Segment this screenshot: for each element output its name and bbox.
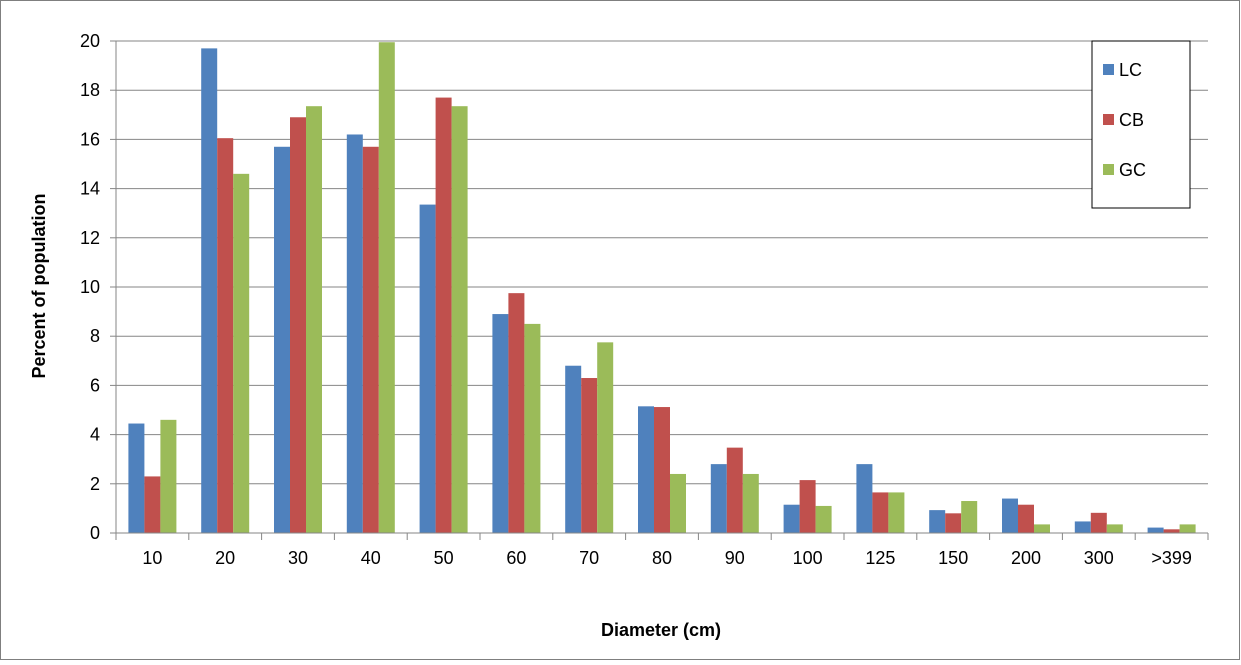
y-tick-label: 20 (80, 31, 100, 51)
bar-gc-60 (524, 323, 541, 533)
y-tick-label: 0 (90, 523, 100, 543)
x-axis-title: Diameter (cm) (601, 620, 721, 640)
y-tick-label: 14 (80, 179, 100, 199)
bar-gc-90 (742, 473, 759, 533)
bar-cb-30 (290, 117, 306, 533)
bar-gc-20 (233, 173, 250, 533)
bar-cb-90 (726, 447, 743, 533)
bar-lc-300 (1074, 521, 1091, 533)
bar-gc-125 (888, 492, 905, 533)
x-tick-label: 10 (142, 548, 162, 568)
x-tick-label: 200 (1011, 548, 1041, 568)
x-tick-label: 60 (506, 548, 526, 568)
bar-gc-300 (1106, 524, 1123, 533)
bar-cb-200 (1018, 504, 1034, 533)
bar-cb-70 (581, 378, 598, 533)
bar-lc-40 (346, 134, 363, 534)
y-tick-label: 6 (90, 375, 100, 395)
x-tick-label: 80 (652, 548, 672, 568)
bar-cb-80 (654, 407, 670, 533)
legend-swatch-lc (1103, 64, 1114, 75)
bar-gc-70 (597, 342, 614, 533)
bar-cb-20 (217, 138, 234, 534)
legend-label-gc: GC (1119, 160, 1146, 180)
legend-swatch-cb (1103, 114, 1114, 125)
x-tick-label: 20 (215, 548, 235, 568)
bar-gc-399 (1179, 524, 1196, 533)
legend: LC CB GC (1091, 40, 1191, 209)
y-tick-label: 4 (90, 425, 100, 445)
bar-lc-399 (1147, 527, 1164, 533)
bar-gc-50 (451, 106, 468, 533)
bar-cb-125 (872, 492, 889, 533)
x-tick-label: 100 (793, 548, 823, 568)
x-tick-label: 90 (725, 548, 745, 568)
bar-cb-40 (362, 146, 379, 533)
bar-lc-90 (710, 464, 727, 533)
bar-lc-100 (783, 504, 800, 533)
y-tick-label: 2 (90, 474, 100, 494)
x-tick-label: 40 (361, 548, 381, 568)
bar-lc-80 (638, 406, 654, 533)
x-tick-label: 30 (288, 548, 308, 568)
bar-gc-80 (670, 473, 686, 533)
bar-gc-10 (160, 419, 177, 533)
bar-lc-150 (929, 510, 946, 533)
y-axis-title: Percent of population (29, 193, 49, 378)
bar-cb-300 (1090, 512, 1107, 533)
bar-lc-200 (1002, 498, 1018, 533)
x-tick-label: 70 (579, 548, 599, 568)
x-tick-label: 150 (938, 548, 968, 568)
y-tick-label: 16 (80, 129, 100, 149)
bar-lc-50 (419, 204, 436, 533)
bar-gc-100 (815, 505, 832, 533)
y-tick-label: 8 (90, 326, 100, 346)
bar-gc-30 (306, 106, 322, 533)
bar-cb-10 (144, 476, 161, 533)
y-tick-label: 12 (80, 228, 100, 248)
bar-cb-60 (508, 293, 525, 533)
bar-lc-10 (128, 423, 145, 533)
x-tick-label: 50 (434, 548, 454, 568)
bar-lc-20 (201, 48, 218, 533)
bar-lc-60 (492, 314, 509, 533)
bar-gc-200 (1034, 524, 1050, 533)
legend-label-cb: CB (1119, 110, 1144, 130)
axes: 0 2 4 6 8 10 12 14 16 18 20 10 20 30 40 50 60 70 80 90 100 12… (80, 31, 1209, 568)
legend-swatch-gc (1103, 164, 1114, 175)
bar-gc-150 (961, 501, 978, 533)
bar-cb-50 (435, 97, 452, 533)
x-tick-label: >399 (1151, 548, 1192, 568)
bar-cb-399 (1163, 529, 1180, 533)
bar-gc-40 (378, 42, 395, 533)
y-tick-label: 18 (80, 80, 100, 100)
bar-lc-125 (856, 464, 873, 533)
bars (128, 42, 1196, 534)
x-tick-label: 300 (1084, 548, 1114, 568)
bar-lc-70 (565, 365, 582, 533)
bar-cb-100 (799, 480, 816, 533)
bar-cb-150 (945, 513, 962, 533)
bar-lc-30 (274, 146, 290, 533)
y-tick-label: 10 (80, 277, 100, 297)
x-tick-label: 125 (865, 548, 895, 568)
legend-label-lc: LC (1119, 60, 1142, 80)
